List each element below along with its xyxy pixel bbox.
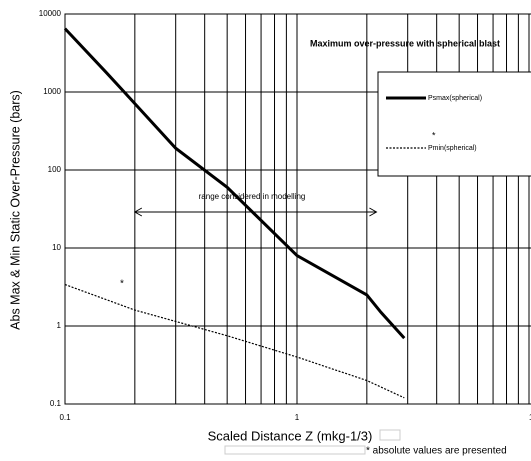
x-tick-label: 0.1 <box>59 413 71 422</box>
y-tick-label: 100 <box>48 165 62 174</box>
series-line <box>64 283 405 399</box>
y-axis-title: Abs Max & Min Static Over-Pressure (bars… <box>8 90 22 330</box>
annotation: range considered in modelling <box>199 192 306 201</box>
x-tick-label: 1 <box>295 413 300 422</box>
legend-marker-note: * <box>432 130 436 140</box>
y-tick-label: 10 <box>52 243 61 252</box>
chart-title: Maximum over-pressure with spherical bla… <box>310 38 500 48</box>
x-axis-title: Scaled Distance Z (mkg-1/3) <box>208 428 373 443</box>
arrow-head <box>133 207 378 217</box>
x-tick-label: 10 <box>529 413 531 422</box>
marker-note: * <box>120 279 124 290</box>
footnote: * absolute values are presented <box>366 446 507 457</box>
y-tick-label: 1 <box>57 321 62 330</box>
y-tick-label: 10000 <box>39 9 62 18</box>
blank-box <box>379 429 401 441</box>
legend-box <box>377 71 531 177</box>
y-tick-label: 0.1 <box>50 399 62 408</box>
blank-box <box>224 445 366 455</box>
y-tick-label: 1000 <box>43 87 61 96</box>
series-line <box>63 27 406 340</box>
legend-label: Pmin(spherical) <box>428 145 477 152</box>
legend-label: Psmax(spherical) <box>428 95 482 102</box>
